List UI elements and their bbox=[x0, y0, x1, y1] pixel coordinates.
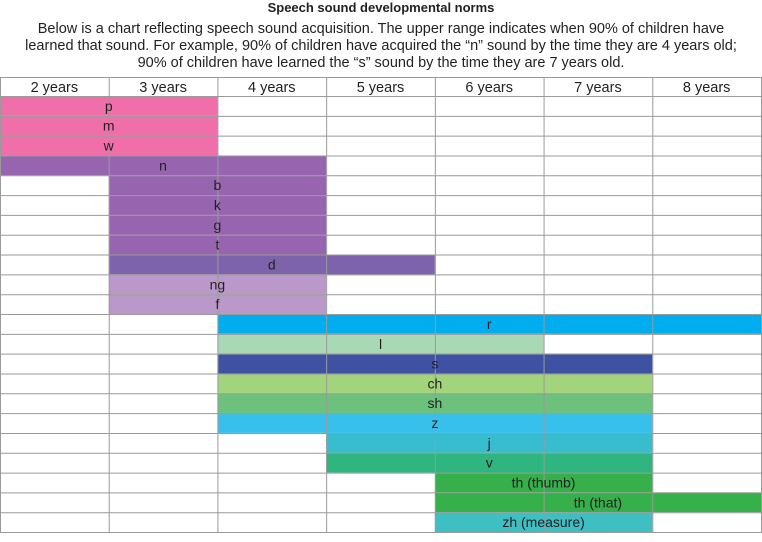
sound-label: p bbox=[105, 98, 113, 114]
sound-label: j bbox=[487, 435, 491, 451]
sound-label: m bbox=[103, 118, 115, 134]
chart-title: Speech sound developmental norms bbox=[267, 0, 495, 15]
bar-r bbox=[217, 314, 761, 334]
bar-l bbox=[217, 333, 544, 354]
sound-label: l bbox=[379, 336, 382, 352]
bar-f bbox=[108, 294, 327, 315]
sound-label: t bbox=[215, 237, 219, 253]
age-header-row: 2 years 3 years 4 years 5 years 6 years 7 yea… bbox=[31, 80, 731, 96]
sound-label: zh (measure) bbox=[502, 514, 584, 530]
bar-t bbox=[108, 234, 327, 255]
sound-label: th (thumb) bbox=[512, 474, 576, 490]
sound-label: n bbox=[159, 157, 167, 173]
bar-ng bbox=[108, 274, 327, 295]
sound-label: th (that) bbox=[574, 494, 622, 510]
sound-label: sh bbox=[427, 395, 442, 411]
sound-label: r bbox=[487, 316, 492, 332]
chart-description: Below is a chart reflecting speech sound… bbox=[25, 21, 737, 71]
bar-v bbox=[326, 452, 653, 473]
bar-k bbox=[108, 195, 327, 215]
sound-label: v bbox=[486, 455, 493, 471]
sound-label: z bbox=[431, 415, 438, 431]
bar-th-that bbox=[434, 492, 761, 513]
sound-label: k bbox=[214, 197, 222, 213]
sound-label: f bbox=[215, 296, 219, 312]
sound-label: s bbox=[431, 356, 438, 372]
bar-d bbox=[108, 254, 435, 275]
sound-label: b bbox=[214, 177, 222, 193]
age-header: 4 years bbox=[248, 80, 296, 96]
age-header: 2 years bbox=[31, 80, 79, 96]
age-header: 6 years bbox=[465, 80, 513, 96]
sound-label: ng bbox=[210, 276, 226, 292]
bar-b bbox=[108, 175, 327, 196]
age-header: 8 years bbox=[683, 80, 731, 96]
age-header: 5 years bbox=[357, 80, 405, 96]
age-header: 3 years bbox=[139, 80, 187, 96]
sound-label: d bbox=[268, 256, 276, 272]
sound-label: g bbox=[214, 217, 222, 233]
bar-g bbox=[108, 214, 327, 235]
sound-label: w bbox=[103, 138, 115, 154]
age-header: 7 years bbox=[574, 80, 622, 96]
bar-n bbox=[0, 155, 327, 176]
sound-label: ch bbox=[427, 375, 442, 391]
bar-j bbox=[326, 432, 653, 453]
